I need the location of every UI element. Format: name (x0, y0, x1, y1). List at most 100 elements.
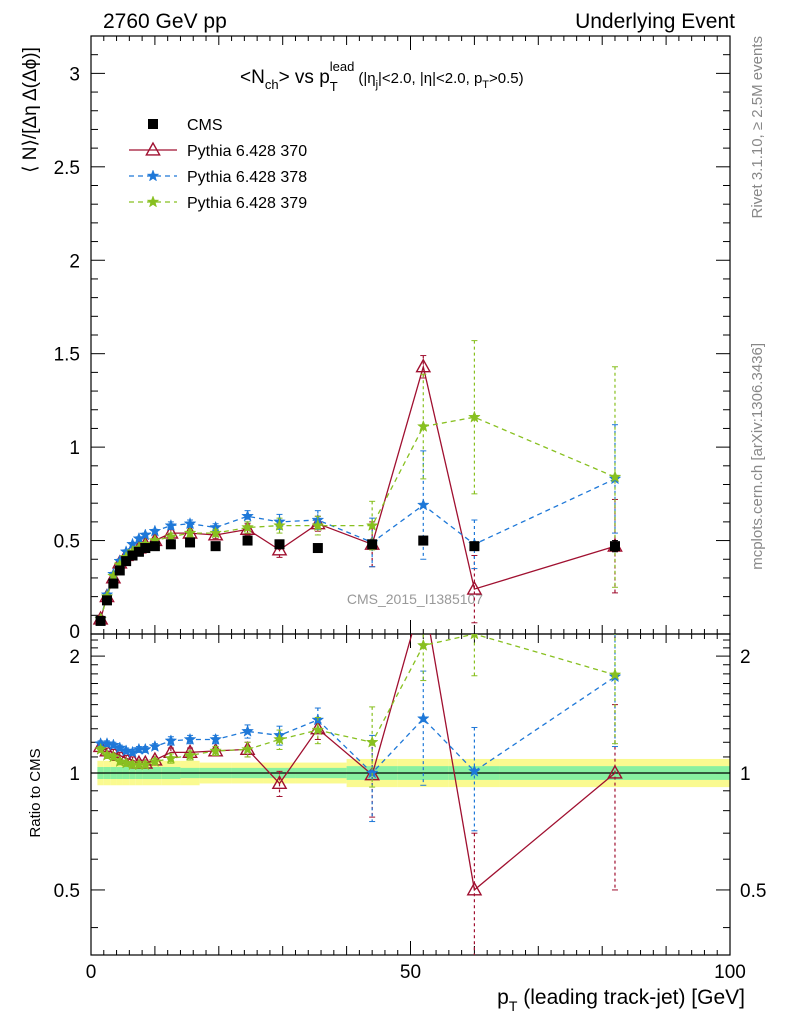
data-point (149, 541, 160, 552)
data-point (119, 756, 133, 769)
title-part-c: (|η (358, 70, 375, 87)
data-point (114, 565, 125, 576)
legend-entry: CMS (148, 117, 223, 134)
title-part-e: >0.5) (489, 70, 524, 87)
series-line (100, 676, 616, 774)
data-point (121, 556, 132, 567)
ratio-y-tick-label: 2 (69, 647, 80, 668)
data-point (113, 754, 127, 768)
legend: CMS Pythia 6.428 370 Pythia 6.428 378 Pythi… (129, 117, 307, 212)
series-pythia-6-428-370 (92, 355, 623, 625)
data-point (609, 541, 620, 552)
data-point (183, 748, 197, 761)
data-point (164, 751, 178, 764)
title-sub-a: ch (265, 77, 279, 92)
x-label-sub: T (509, 998, 518, 1014)
data-point (207, 526, 224, 541)
series-line (99, 416, 616, 620)
data-point (418, 535, 429, 546)
data-point (607, 764, 623, 779)
data-point (416, 711, 430, 725)
title-part-b: > vs p (279, 67, 330, 88)
data-point (241, 742, 254, 755)
data-point (416, 498, 430, 511)
legend-marker (146, 195, 160, 208)
data-point (210, 541, 221, 552)
data-point (416, 638, 430, 651)
data-point (466, 580, 483, 595)
title-sup-b: lead (330, 59, 355, 74)
legend-label: Pythia 6.428 379 (187, 195, 307, 212)
legend-entry: Pythia 6.428 370 (129, 141, 307, 160)
data-point (119, 744, 133, 757)
data-point (468, 764, 481, 777)
title-part-a: <N (240, 67, 265, 88)
data-point (242, 535, 253, 546)
title-sub-c: j (375, 79, 378, 91)
data-point (415, 358, 432, 373)
legend-label: Pythia 6.428 370 (187, 143, 307, 160)
legend-entry: Pythia 6.428 379 (129, 195, 307, 212)
legend-entry: Pythia 6.428 378 (129, 169, 307, 186)
data-point (271, 775, 288, 790)
data-point (209, 732, 222, 745)
data-point (100, 748, 114, 761)
data-point (311, 518, 325, 532)
rivet-info: Rivet 3.1.10, ≥ 2.5M events (749, 36, 766, 219)
title-part-d: |<2.0, |η|<2.0, p (378, 70, 482, 87)
data-point (273, 732, 286, 745)
data-point (365, 735, 379, 748)
data-point (367, 539, 378, 550)
ratio-frame (90, 633, 731, 956)
header-right: Underlying Event (575, 10, 735, 33)
series-pythia-6-428-378 (94, 634, 622, 832)
data-point (127, 550, 138, 561)
x-tick-label: 0 (86, 962, 97, 983)
series-line (100, 634, 616, 766)
data-point (468, 410, 481, 423)
data-point (140, 543, 151, 554)
main-y-axis-label: ⟨ N⟩/[Δη Δ(Δϕ)] (20, 47, 41, 173)
data-point (108, 578, 119, 589)
data-point (365, 518, 379, 532)
y-tick-label: 1 (69, 438, 80, 459)
data-point (416, 419, 430, 432)
mcplots-info: mcplots.cern.ch [arXiv:1306.3436] (749, 343, 766, 570)
title-sub-d: T (482, 79, 489, 91)
series-pythia-6-428-379 (94, 634, 622, 788)
x-axis-label: pT (leading track-jet) [GeV] (497, 986, 745, 1014)
data-point (95, 615, 106, 626)
header-left: 2760 GeV pp (103, 10, 227, 33)
data-point (113, 741, 127, 754)
data-point (148, 739, 162, 752)
series-cms (95, 535, 620, 626)
data-point (138, 758, 152, 771)
data-point (185, 537, 196, 548)
legend-label: CMS (187, 117, 223, 134)
data-point (165, 539, 176, 550)
data-point (183, 516, 197, 530)
data-point (241, 509, 254, 522)
ratio-y-axis-label: Ratio to CMS (27, 748, 44, 837)
data-point (209, 744, 222, 757)
data-point (608, 470, 622, 483)
x-tick-label: 50 (400, 962, 421, 983)
x-label-rest: (leading track-jet) [GeV] (517, 986, 745, 1009)
data-point (138, 528, 152, 541)
data-point (138, 742, 152, 755)
data-point (608, 668, 622, 681)
ratio-uncertainty-band (91, 758, 730, 788)
ratio-y-tick-label: 1 (69, 764, 80, 785)
legend-marker (148, 119, 158, 129)
data-point (148, 524, 162, 537)
y-tick-label: 1.5 (54, 345, 80, 366)
data-point (107, 738, 120, 751)
legend-label: Pythia 6.428 378 (187, 169, 307, 186)
data-point (209, 526, 222, 539)
series-line (99, 364, 616, 620)
data-point (183, 526, 197, 539)
y-tick-label: 0.5 (54, 532, 80, 553)
series-pythia-6-428-379 (94, 340, 622, 625)
data-point (274, 539, 285, 550)
